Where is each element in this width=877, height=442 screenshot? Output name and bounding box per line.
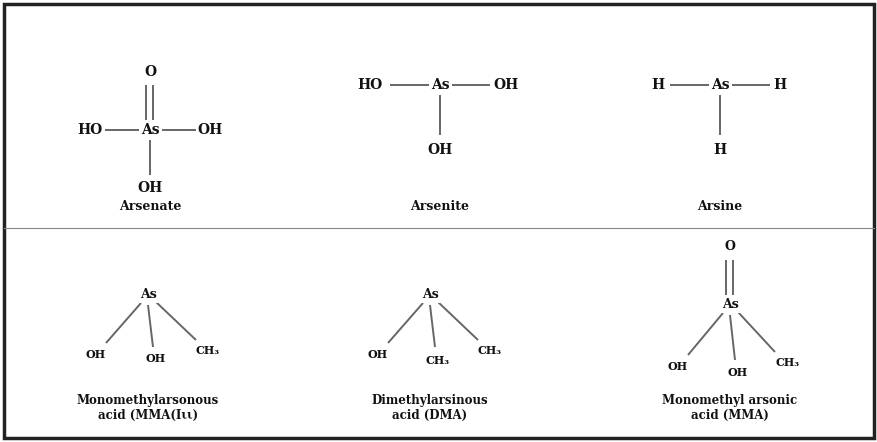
Text: OH: OH xyxy=(137,181,162,195)
Text: CH₃: CH₃ xyxy=(775,358,799,369)
Text: OH: OH xyxy=(146,354,166,365)
Text: Monomethyl arsonic
acid (MMA): Monomethyl arsonic acid (MMA) xyxy=(661,394,796,422)
Text: H: H xyxy=(773,78,786,92)
Text: H: H xyxy=(713,143,726,157)
Text: OH: OH xyxy=(667,362,688,373)
Text: OH: OH xyxy=(493,78,518,92)
Text: As: As xyxy=(721,298,738,312)
Text: O: O xyxy=(724,240,735,254)
Text: H: H xyxy=(651,78,664,92)
Text: HO: HO xyxy=(77,123,103,137)
Text: OH: OH xyxy=(367,350,388,361)
Text: As: As xyxy=(139,289,156,301)
Text: HO: HO xyxy=(357,78,382,92)
Text: CH₃: CH₃ xyxy=(425,354,450,366)
Text: Arsenate: Arsenate xyxy=(118,201,181,213)
Text: OH: OH xyxy=(427,143,453,157)
Text: As: As xyxy=(431,78,449,92)
Text: CH₃: CH₃ xyxy=(196,346,220,357)
Text: Dimethylarsinous
acid (DMA): Dimethylarsinous acid (DMA) xyxy=(371,394,488,422)
Text: CH₃: CH₃ xyxy=(477,346,502,357)
Text: O: O xyxy=(144,65,156,79)
Text: OH: OH xyxy=(86,350,106,361)
Text: Arsenite: Arsenite xyxy=(410,201,469,213)
Text: As: As xyxy=(140,123,159,137)
Text: OH: OH xyxy=(727,367,747,378)
Text: As: As xyxy=(421,289,438,301)
Text: Arsine: Arsine xyxy=(696,201,742,213)
Text: OH: OH xyxy=(197,123,223,137)
Text: Monomethylarsonous
acid (MMA(Ιιι): Monomethylarsonous acid (MMA(Ιιι) xyxy=(77,394,219,422)
Text: As: As xyxy=(709,78,729,92)
